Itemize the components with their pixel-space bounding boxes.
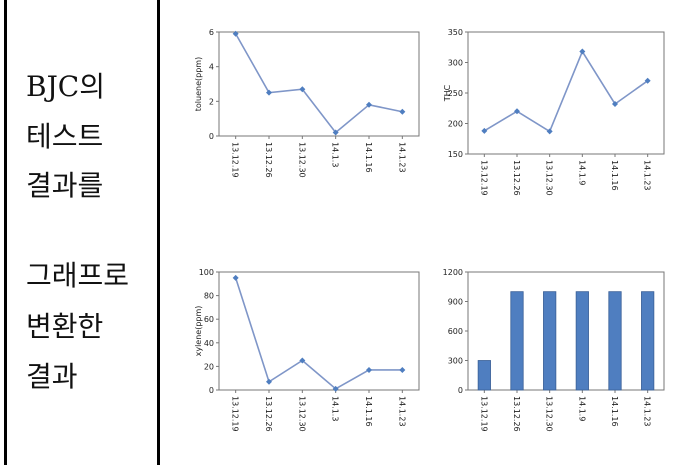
- series-line: [234, 33, 403, 134]
- plot-frame: [218, 271, 420, 391]
- y-tick-label: 300: [448, 357, 463, 366]
- y-tick-label: 250: [448, 89, 463, 98]
- y-tick-label: 1200: [443, 268, 463, 277]
- y-tick-label: 6: [209, 28, 214, 37]
- y-tick-label: 350: [448, 28, 463, 37]
- thc-line-chart: 150 200 250 300 350 THC 13.12.19 13.12.26 13.12.…: [443, 28, 665, 196]
- bar-chart: 0 300 600 900 1200 13.12.19 13.12.26 13.12.30 14…: [443, 268, 665, 432]
- x-tick-label: 13.12.30: [545, 160, 554, 196]
- caption-line-3: 결과를: [26, 169, 104, 202]
- caption-line-1: BJC의: [26, 70, 105, 103]
- data-point: [612, 100, 618, 107]
- plot-frame: [467, 271, 665, 391]
- y-tick-label: 2: [209, 97, 214, 106]
- y-axis-label: xylene(ppm): [194, 306, 203, 357]
- y-tick-label: 60: [204, 315, 214, 324]
- left-border-line: [4, 0, 7, 465]
- y-tick-label: 40: [204, 339, 214, 348]
- x-tick-label: 14.1.16: [610, 160, 619, 191]
- bar: [641, 291, 655, 391]
- data-point: [399, 366, 406, 373]
- data-point: [366, 366, 372, 373]
- x-tick-label: 14.1.16: [610, 396, 619, 427]
- caption-line-4: 그래프로: [26, 259, 130, 292]
- x-tick-label: 13.12.26: [264, 142, 273, 178]
- y-tick-label: 0: [458, 386, 463, 395]
- bar: [608, 291, 622, 391]
- x-tick-label: 13.12.19: [479, 396, 488, 432]
- x-tick-label: 14.1.16: [364, 142, 373, 173]
- plot-frame: [218, 31, 420, 137]
- x-tick-label: 13.12.30: [297, 142, 306, 178]
- bar: [510, 291, 524, 391]
- data-point: [266, 89, 272, 96]
- toluene-line-chart: 0 2 4 6 toluene(ppm) 13.12.19 13.12.26 13.12.30…: [194, 28, 420, 178]
- series-line: [234, 277, 403, 390]
- x-tick-label: 14.1.23: [643, 396, 652, 427]
- x-tick-label: 13.12.19: [479, 160, 488, 196]
- x-tick-label: 13.12.26: [512, 396, 521, 432]
- xylene-line-chart: 0 20 40 60 80 100 xylene(ppm) 13.12.19 13.12.26 1…: [194, 268, 420, 432]
- x-tick-label: 13.12.26: [264, 396, 273, 432]
- y-tick-label: 4: [209, 63, 214, 72]
- y-tick-label: 0: [209, 386, 214, 395]
- x-tick-label: 14.1.3: [331, 142, 340, 167]
- y-axis-label: THC: [443, 84, 452, 102]
- data-point: [481, 127, 488, 134]
- x-tick-label: 14.1.16: [364, 396, 373, 427]
- y-tick-label: 80: [204, 292, 214, 301]
- data-point: [644, 77, 651, 84]
- y-tick-label: 200: [448, 120, 463, 129]
- data-point: [232, 274, 239, 281]
- bar: [575, 291, 589, 391]
- caption-line-5: 변환한: [26, 310, 104, 343]
- y-tick-label: 0: [209, 132, 214, 141]
- data-point: [266, 378, 272, 385]
- data-point: [399, 108, 406, 115]
- y-tick-label: 300: [448, 59, 463, 68]
- data-point: [332, 385, 339, 392]
- data-point: [299, 357, 306, 364]
- bar: [477, 360, 491, 391]
- x-tick-label: 14.1.3: [331, 396, 340, 421]
- caption-line-2: 테스트: [26, 120, 104, 153]
- y-tick-label: 100: [199, 268, 214, 277]
- x-tick-label: 14.1.9: [577, 160, 586, 185]
- x-tick-label: 13.12.19: [231, 396, 240, 432]
- y-tick-label: 600: [448, 327, 463, 336]
- data-point: [579, 48, 586, 55]
- x-tick-label: 14.1.23: [643, 160, 652, 191]
- data-point: [366, 101, 372, 108]
- series-line: [483, 49, 649, 133]
- x-tick-label: 14.1.23: [397, 396, 406, 427]
- x-tick-label: 13.12.26: [512, 160, 521, 196]
- x-tick-label: 13.12.30: [297, 396, 306, 432]
- y-tick-label: 20: [204, 362, 214, 371]
- x-tick-label: 13.12.19: [231, 142, 240, 178]
- data-point: [232, 30, 239, 37]
- x-tick-label: 14.1.9: [577, 396, 586, 421]
- data-point: [514, 108, 520, 115]
- data-point: [546, 128, 553, 135]
- y-tick-label: 150: [448, 150, 463, 159]
- x-tick-label: 13.12.30: [545, 396, 554, 432]
- divider-line: [157, 0, 160, 465]
- y-axis-label: toluene(ppm): [194, 57, 203, 111]
- data-point: [332, 129, 339, 136]
- data-point: [299, 86, 306, 93]
- caption-line-6: 결과: [26, 360, 78, 393]
- bar: [543, 291, 557, 391]
- x-tick-label: 14.1.23: [397, 142, 406, 173]
- y-tick-label: 900: [448, 298, 463, 307]
